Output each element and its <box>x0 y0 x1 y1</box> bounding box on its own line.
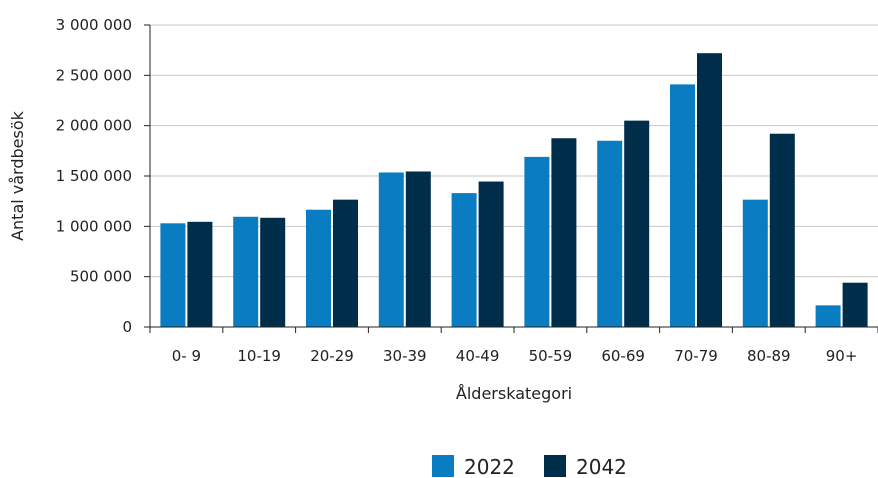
x-tick-label: 20-29 <box>310 347 354 365</box>
bar-2042 <box>624 120 650 327</box>
bar-2042 <box>842 282 868 327</box>
y-tick-label: 2 000 000 <box>56 117 132 135</box>
bar-2022 <box>451 193 477 327</box>
x-tick-labels: 0- 9 10-19 20-29 30-39 40-49 50-59 60-69 70-79 8… <box>172 347 858 365</box>
y-tick-label: 2 500 000 <box>56 66 132 84</box>
x-tick-label: 10-19 <box>237 347 281 365</box>
x-tick-label: 0- 9 <box>172 347 201 365</box>
legend-label-2022: 2022 <box>464 455 515 478</box>
bar-2022 <box>597 140 623 327</box>
bar-2042 <box>697 53 722 327</box>
bar-2022 <box>233 216 259 327</box>
legend: 2022 2042 <box>432 455 627 478</box>
legend-label-2042: 2042 <box>576 455 627 478</box>
bar-2022 <box>524 156 550 327</box>
legend-swatch-2022 <box>432 455 454 477</box>
y-tick-label: 3 000 000 <box>56 16 132 34</box>
legend-swatch-2042 <box>544 455 566 477</box>
x-tick-label: 50-59 <box>529 347 573 365</box>
bar-2042 <box>551 138 577 327</box>
x-tick-label: 70-79 <box>674 347 718 365</box>
y-tick-label: 500 000 <box>70 268 132 286</box>
x-tick-label: 60-69 <box>601 347 645 365</box>
bar-2042 <box>769 133 795 327</box>
bar-2022 <box>815 305 841 327</box>
x-tick-label: 40-49 <box>456 347 500 365</box>
bar-2022 <box>160 223 186 327</box>
y-tick-label: 1 000 000 <box>56 217 132 235</box>
y-tick-labels: 0 500 000 1 000 000 1 500 000 2 000 000 2 500… <box>56 16 132 336</box>
bar-2022 <box>742 199 768 327</box>
x-tick-label: 30-39 <box>383 347 427 365</box>
bar-2042 <box>405 171 431 327</box>
y-axis-title: Antal vårdbesök <box>8 110 27 241</box>
bar-2042 <box>187 221 213 327</box>
y-tick-label: 0 <box>122 318 132 336</box>
x-tick-label: 80-89 <box>747 347 791 365</box>
bars <box>160 53 868 327</box>
x-axis-title: Ålderskategori <box>456 384 572 403</box>
bar-2042 <box>478 181 504 327</box>
x-tick-label: 90+ <box>826 347 858 365</box>
bar-2022 <box>306 209 331 327</box>
bar-2042 <box>260 217 286 327</box>
bar-2022 <box>378 172 404 327</box>
y-tick-label: 1 500 000 <box>56 167 132 185</box>
bar-2042 <box>333 199 358 327</box>
bar-2022 <box>670 84 695 327</box>
